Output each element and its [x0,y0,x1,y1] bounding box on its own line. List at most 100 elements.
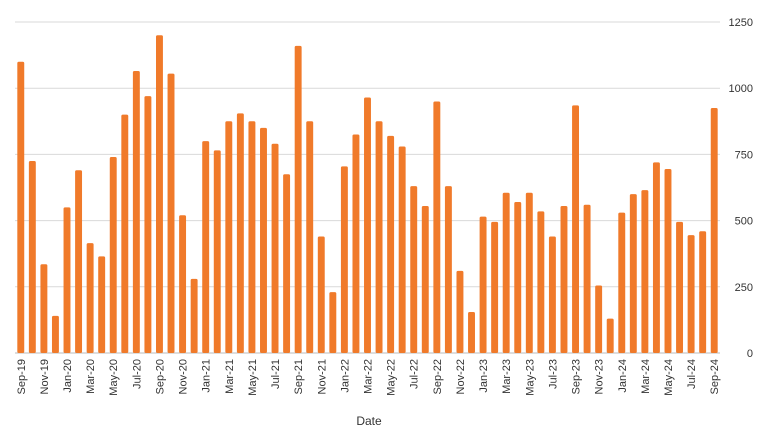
bar [641,190,649,353]
bar [51,315,59,353]
bar [86,243,94,353]
bar [410,186,418,353]
bar [306,121,314,353]
bar [652,162,660,353]
x-tick-label: Mar-22 [363,359,375,394]
x-tick-label: Sep-21 [293,359,305,394]
bar [583,204,591,353]
y-tick-label: 0 [747,348,753,360]
bar [468,311,475,353]
x-tick-label: Nov-20 [178,359,190,394]
bar [40,264,48,353]
bar [537,211,545,353]
x-tick-label: Sep-23 [571,359,583,394]
x-tick-label: May-23 [524,359,536,396]
x-tick-label: Jul-22 [409,359,421,389]
bar [179,215,187,353]
x-tick-label: Sep-20 [154,359,166,394]
bar [456,270,464,353]
x-axis-title: Date [356,414,382,428]
bar [167,73,175,353]
bar [387,135,395,353]
bar [294,45,302,353]
bar [572,105,579,353]
bar [98,256,106,353]
bar [514,202,522,353]
x-tick-label: Jan-23 [478,359,490,393]
x-tick-label: Mar-20 [85,359,97,394]
bar [491,221,499,353]
bar [236,113,244,353]
bar [548,236,556,353]
bar [248,121,256,353]
x-tick-label: Jul-20 [131,359,143,389]
bar [202,141,210,353]
bar [156,35,163,354]
bar [109,157,117,353]
bar [618,212,626,353]
bar [595,285,603,353]
bar [63,207,71,353]
bar [421,206,429,353]
bar [121,114,129,354]
x-tick-label: Sep-19 [16,359,28,394]
x-tick-label: Jan-22 [339,359,351,393]
x-tick-label: Nov-19 [39,359,51,394]
y-tick-label: 500 [735,216,753,228]
bar [398,146,406,353]
x-tick-label: Nov-23 [594,359,606,394]
x-axis-ticks: Sep-19 Nov-19 Jan-20 Mar-20 May-20 Jul-20 Sep-… [16,359,721,396]
bar [317,236,325,353]
bar [260,127,267,353]
x-tick-label: Jan-24 [617,359,629,393]
x-tick-label: Jul-21 [270,359,282,389]
x-tick-label: May-22 [386,359,398,396]
bar [699,231,707,353]
bar [28,161,36,353]
bar [375,121,383,353]
bar [433,101,441,353]
x-tick-label: May-24 [663,359,675,396]
bar [710,108,718,353]
x-tick-label: Sep-24 [709,359,721,394]
bar [144,96,152,353]
y-tick-label: 750 [735,149,753,161]
x-tick-label: Jan-21 [201,359,213,393]
y-tick-label: 1000 [729,83,753,95]
bar [444,186,452,353]
bar [271,143,279,353]
bar [190,278,198,353]
x-tick-label: Mar-21 [224,359,236,394]
x-tick-label: May-20 [108,359,120,396]
x-tick-label: May-21 [247,359,259,396]
bar [17,61,25,353]
bar [560,206,568,353]
bar [132,70,140,354]
x-tick-label: Mar-23 [501,359,513,394]
bar [283,174,291,353]
bar [225,121,233,353]
bar [479,216,487,353]
x-tick-label: Mar-24 [640,359,652,394]
bar [687,235,695,353]
x-tick-label: Nov-22 [455,359,467,394]
bar [213,150,221,353]
bar [525,192,533,353]
bar [606,318,614,353]
x-tick-label: Sep-22 [432,359,444,394]
bar [676,221,684,353]
x-tick-label: Jul-24 [686,359,698,389]
bar [352,134,360,353]
x-tick-label: Jan-20 [62,359,74,393]
y-axis-ticks: 0 250 500 750 1000 1250 [729,17,753,360]
bar [340,166,348,353]
bar [75,170,83,353]
bar [329,292,337,353]
bar [664,168,672,353]
y-tick-label: 1250 [729,17,753,29]
bar [364,97,371,353]
x-tick-label: Jul-23 [547,359,559,389]
bar [629,194,637,353]
y-tick-label: 250 [735,282,753,294]
